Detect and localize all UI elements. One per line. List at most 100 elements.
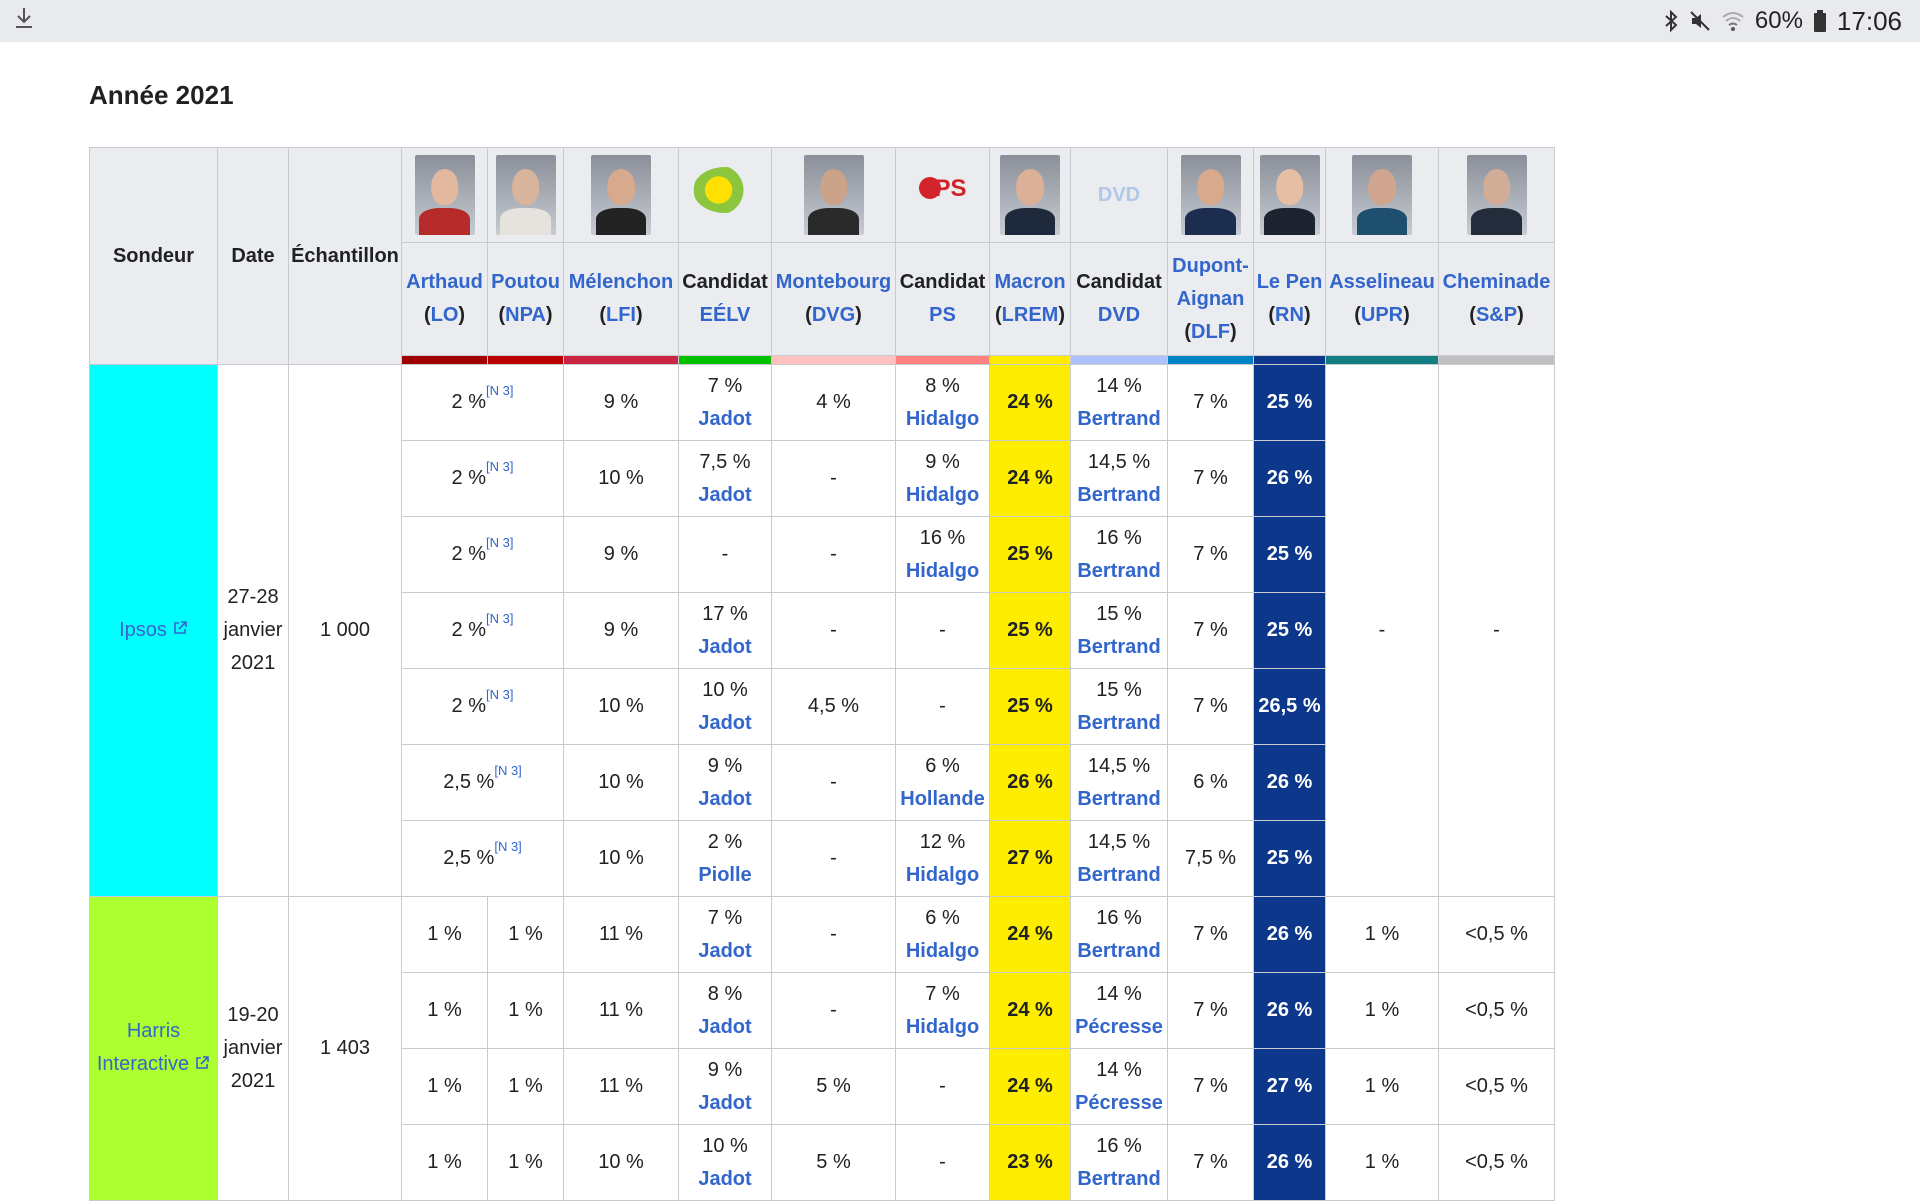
candidate-header-7: Candidat DVD [1070,242,1168,356]
candidate-name-link[interactable]: Poutou [491,271,560,293]
candidate-name-link[interactable]: Dupont-Aignan [1172,254,1249,310]
note-link[interactable]: [N 3] [486,611,514,626]
candidate-name-link[interactable]: Asselineau [1329,271,1435,293]
note-link[interactable]: [N 3] [486,535,514,550]
party-open: ( [1354,304,1361,326]
date-cell: 27-28 janvier 2021 [217,364,289,897]
candidate-name-link[interactable]: Macron [994,271,1066,293]
party-link[interactable]: DVD [1097,304,1141,326]
lrem-cell: 23 % [989,1124,1071,1201]
candidate-photo[interactable] [1180,155,1241,235]
party-open: ( [805,304,812,326]
ps-candidate-link[interactable]: Hidalgo [905,559,980,582]
battery-icon [1813,9,1827,33]
candidate-name-link[interactable]: Arthaud [406,271,483,293]
eelv-candidate-link[interactable]: Jadot [698,939,752,962]
dvd-candidate-link[interactable]: Bertrand [1077,635,1161,658]
ps-candidate-link[interactable]: Hidalgo [905,1015,980,1038]
party-link[interactable]: DVG [811,304,856,326]
dvd-candidate-link[interactable]: Pécresse [1075,1091,1163,1114]
table-row: 2,5 %[N 3] 10 % 9 % Jadot -6 % Hollande 26 % 14… [90,744,1555,821]
candidate-name-link[interactable]: Montebourg [775,271,892,293]
ps-candidate-link[interactable]: Hidalgo [905,939,980,962]
eelv-candidate-link[interactable]: Jadot [698,1015,752,1038]
candidate-photo[interactable] [1352,155,1412,235]
note-link[interactable]: [N 3] [494,763,522,778]
party-link[interactable]: NPA [505,304,546,326]
party-link[interactable]: RN [1275,304,1304,326]
lfi-cell: 10 % [563,744,679,821]
dvg-cell: - [771,972,896,1049]
dvd-value: 14,5 % [1087,830,1151,853]
ps-value: - [939,619,946,641]
eelv-candidate-link[interactable]: Jadot [698,711,752,734]
eelv-candidate-link[interactable]: Jadot [698,483,752,506]
dvg-cell: - [771,820,896,897]
dvd-candidate-link[interactable]: Bertrand [1077,863,1161,886]
dvg-cell: - [771,592,896,669]
candidate-photo[interactable] [414,155,475,235]
dvd-candidate-link[interactable]: Bertrand [1077,559,1161,582]
party-link[interactable]: LFI [606,304,636,326]
party-link[interactable]: LREM [1001,304,1059,326]
candidate-name-link[interactable]: Mélenchon [568,271,674,293]
note-link[interactable]: [N 3] [486,459,514,474]
dvd-candidate-link[interactable]: Bertrand [1077,711,1161,734]
dvd-candidate-link[interactable]: Bertrand [1077,483,1161,506]
pollster-link[interactable]: Ipsos [119,618,167,641]
eelv-candidate-link[interactable]: Piolle [698,863,752,886]
pollster-link[interactable]: Harris Interactive [96,1020,190,1076]
ps-candidate-link[interactable]: Hidalgo [905,407,980,430]
lfi-cell: 11 % [563,972,679,1049]
party-link[interactable]: PS [929,304,956,326]
party-link[interactable]: S&P [1475,304,1518,326]
dvg-cell: 4 % [771,364,896,441]
eelv-candidate-link[interactable]: Jadot [698,1167,752,1190]
eelv-candidate-link[interactable]: Jadot [698,407,752,430]
dvd-candidate-link[interactable]: Bertrand [1077,787,1161,810]
sp-cell: <0,5 % [1438,896,1555,973]
note-link[interactable]: [N 3] [486,687,514,702]
candidate-header-1: Poutou (NPA) [487,242,564,356]
ps-candidate-link[interactable]: Hidalgo [905,863,980,886]
lo-npa-value: 2,5 % [443,847,495,869]
ps-logo[interactable]: PS [913,167,973,213]
candidate-name-link[interactable]: Cheminade [1442,271,1551,293]
table-row: Ipsos 27-28 janvier 2021 1 000 2 %[N 3] 9 % 7… [89,364,1555,897]
eelv-candidate-link[interactable]: Jadot [698,1091,752,1114]
ps-candidate-link[interactable]: Hidalgo [905,483,980,506]
dlf-cell: 6 % [1167,744,1254,821]
candidate-photo[interactable] [591,155,651,235]
ps-value: 16 % [919,526,966,549]
dvd-value: 14,5 % [1087,450,1151,473]
eelv-value: 7,5 % [699,450,751,473]
eelv-value: 17 % [702,602,748,625]
sp-cell: <0,5 % [1438,972,1555,1049]
candidate-media-2 [563,147,679,243]
eelv-logo[interactable] [693,166,757,213]
upr-cell: 1 % [1325,1048,1439,1125]
dvd-candidate-link[interactable]: Bertrand [1077,1167,1161,1190]
note-link[interactable]: [N 3] [494,839,522,854]
dvd-candidate-link[interactable]: Pécresse [1075,1015,1163,1038]
ps-value: - [939,1075,946,1097]
party-link[interactable]: EÉLV [699,304,751,326]
candidate-photo[interactable] [1466,155,1527,235]
party-link[interactable]: DLF [1191,320,1230,343]
candidate-photo[interactable] [1000,155,1060,235]
lfi-cell: 9 % [563,592,679,669]
candidate-photo[interactable] [803,155,864,235]
external-link-icon [172,614,188,647]
candidate-name-link[interactable]: Le Pen [1256,271,1323,293]
eelv-cell: 9 % Jadot [678,1048,772,1125]
party-link[interactable]: UPR [1360,304,1404,326]
dvd-candidate-link[interactable]: Bertrand [1077,939,1161,962]
eelv-candidate-link[interactable]: Jadot [698,635,752,658]
dvd-candidate-link[interactable]: Bertrand [1077,407,1161,430]
candidate-photo[interactable] [495,155,556,235]
candidate-photo[interactable] [1259,155,1320,235]
eelv-candidate-link[interactable]: Jadot [698,787,752,810]
note-link[interactable]: [N 3] [486,383,514,398]
party-link[interactable]: LO [430,304,459,326]
ps-candidate-link[interactable]: Hollande [900,787,985,810]
